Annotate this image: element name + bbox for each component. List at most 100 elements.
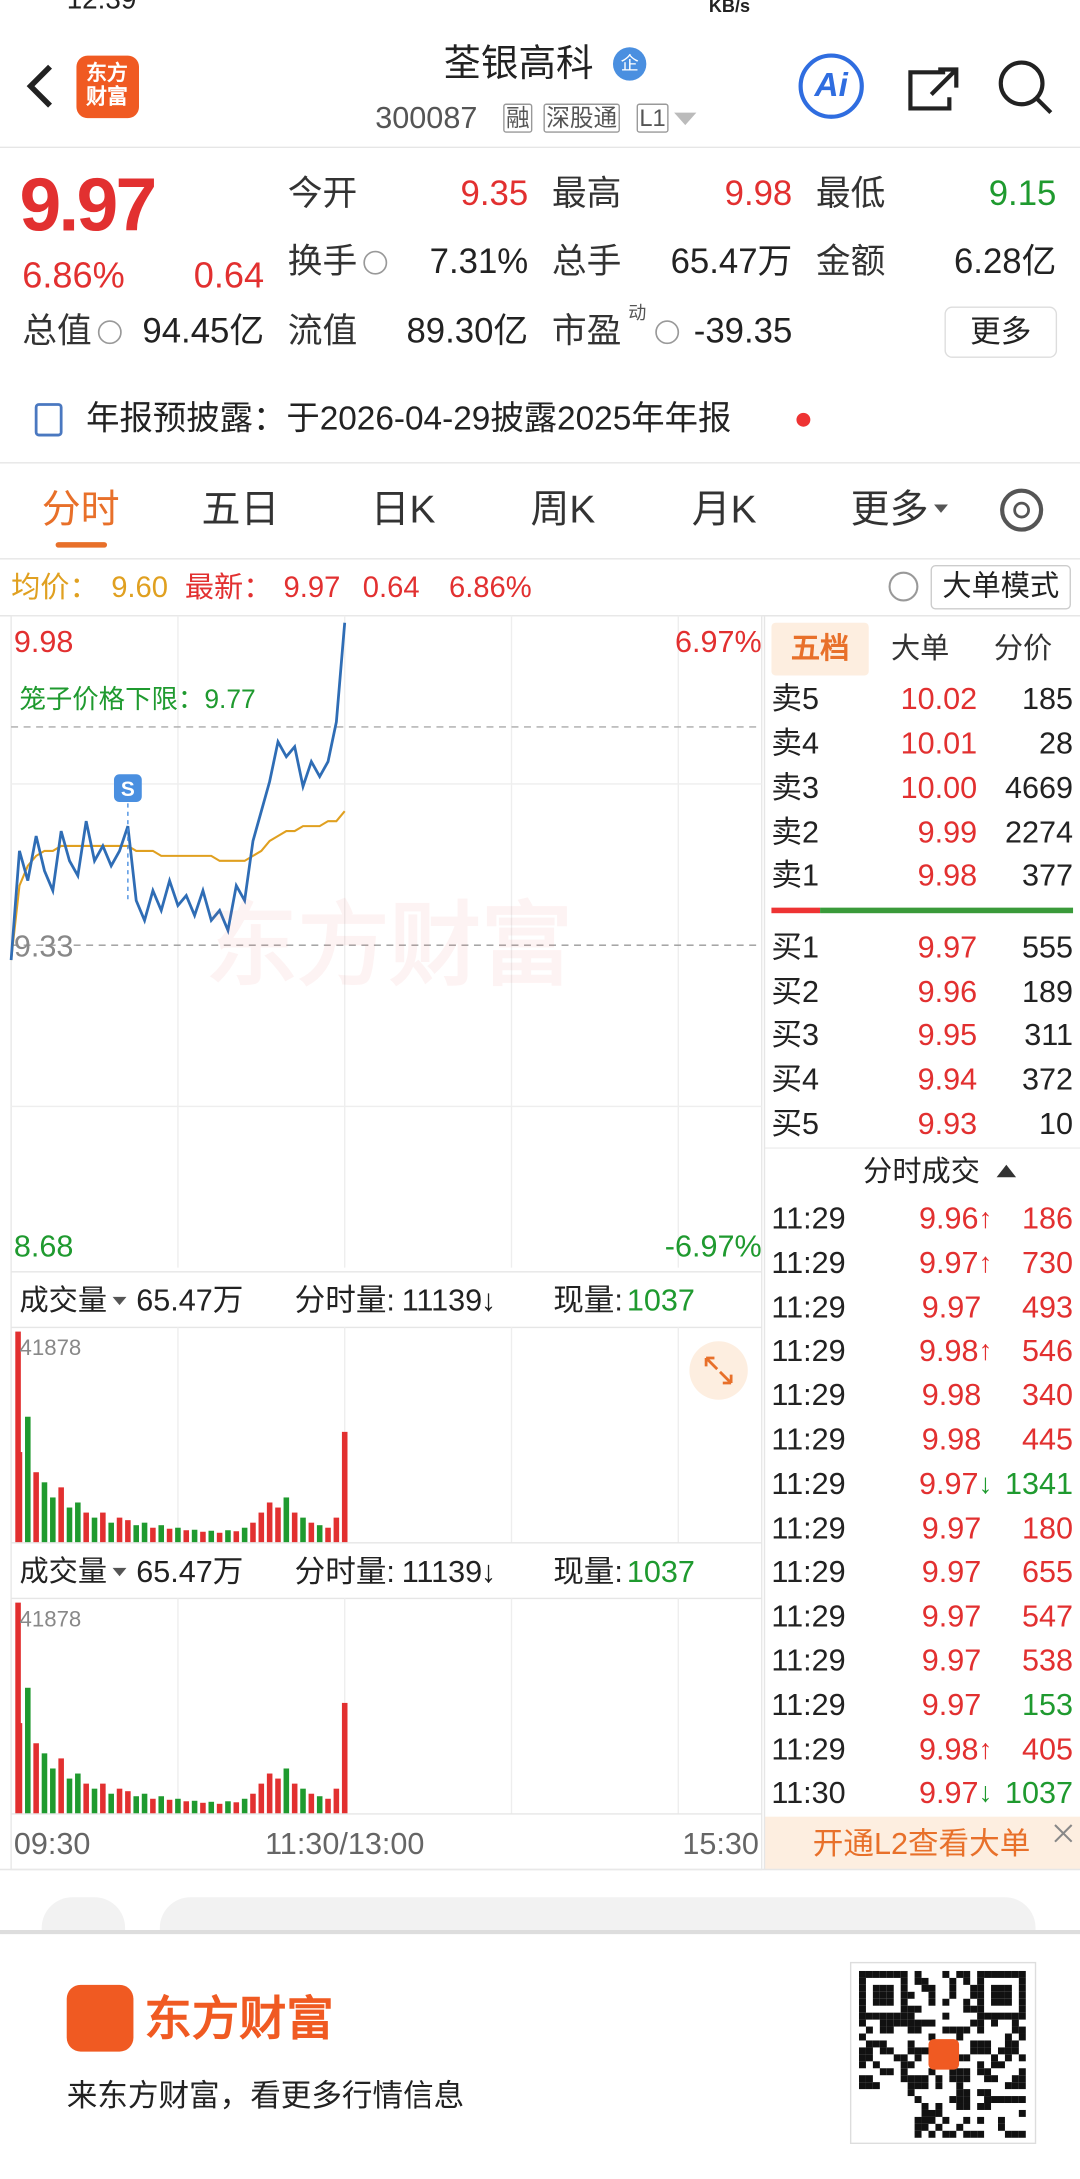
qr-cell: [970, 1984, 978, 1992]
volume-bar: [208, 1801, 215, 1814]
qr-cell: [1004, 2012, 1012, 2020]
avg-label: 均价：: [11, 571, 99, 604]
book-tab[interactable]: 五档: [790, 633, 850, 666]
dropdown-icon[interactable]: [674, 112, 697, 126]
qr-cell: [991, 1970, 998, 1978]
field-label: 最高: [551, 174, 622, 214]
search-icon[interactable]: [998, 60, 1045, 107]
qr-cell: [914, 2130, 922, 2138]
ai-label[interactable]: Ai: [814, 66, 848, 105]
current-volume: 1037: [626, 1282, 695, 1318]
qr-cell: [858, 2061, 866, 2069]
notice[interactable]: 年报预披露：于2026-04-29披露2025年年报: [86, 400, 732, 438]
tab[interactable]: 月K: [691, 487, 757, 531]
volume-bar: [150, 1527, 156, 1543]
expand-icon: [689, 1341, 748, 1400]
qr-cell: [984, 2012, 992, 2020]
volume-bar: [125, 1520, 131, 1543]
qr-cell: [963, 2054, 971, 2062]
volume-bar: [158, 1525, 165, 1543]
qr-cell: [914, 2026, 922, 2034]
tab[interactable]: 五日: [201, 487, 280, 531]
qr-cell: [963, 2130, 971, 2138]
qr-cell: [928, 2109, 936, 2117]
book-label: 卖1: [771, 857, 820, 893]
volume-bar: [225, 1801, 231, 1814]
trades-title[interactable]: 分时成交: [863, 1155, 980, 1188]
qr-cell: [900, 2012, 908, 2020]
qr-cell: [879, 2019, 887, 2027]
volume-bar: [41, 1482, 48, 1543]
volume-bar: [116, 1788, 123, 1814]
volume-bar: [75, 1502, 81, 1543]
avg-value: 9.60: [111, 571, 169, 604]
volume-bar: [266, 1502, 273, 1543]
volume-bar: [308, 1522, 315, 1543]
volume-label[interactable]: 成交量: [19, 1556, 108, 1589]
qr-cell: [997, 2012, 1005, 2020]
qr-cell: [907, 2061, 915, 2069]
book-label: 买3: [771, 1017, 820, 1053]
qr-cell: [879, 2068, 887, 2076]
tab[interactable]: 周K: [530, 487, 596, 531]
volume-bar: [133, 1796, 139, 1814]
tab[interactable]: 更多: [850, 487, 929, 531]
qr-cell: [914, 2075, 922, 2083]
qr-cell: [942, 2116, 950, 2124]
volume-label[interactable]: 成交量: [19, 1285, 108, 1317]
logo-text[interactable]: 东方财富: [86, 61, 128, 109]
volume-bar: [141, 1522, 148, 1543]
trade-price: 9.98: [919, 1731, 979, 1767]
footer-brand: 东方财富: [144, 1993, 334, 2047]
trade-time: 11:29: [771, 1200, 846, 1236]
l2-banner[interactable]: [764, 1816, 1080, 1870]
more-button-label[interactable]: 更多: [970, 314, 1032, 349]
trade-time: 11:29: [771, 1731, 846, 1767]
qr-cell: [907, 2082, 915, 2090]
logo-box[interactable]: [76, 55, 139, 119]
qr-cell: [928, 2130, 936, 2138]
qr-cell: [928, 2033, 936, 2041]
trade-time: 11:30: [771, 1775, 846, 1811]
tab[interactable]: 分时: [41, 487, 120, 531]
minute-volume-arrow: ↓: [480, 1282, 497, 1318]
help-icon[interactable]: [888, 571, 919, 602]
ai-icon[interactable]: [798, 53, 864, 119]
info-icon: [363, 250, 388, 275]
trade-price: 9.96: [919, 1200, 979, 1236]
share-icon[interactable]: [908, 67, 959, 111]
notice-dot: [796, 412, 811, 427]
trade-arrow: ↑: [978, 1336, 993, 1367]
expand-arrows: [704, 1356, 733, 1385]
book-label: 卖2: [771, 814, 820, 850]
field-value: 9.98: [724, 174, 793, 214]
tab[interactable]: 日K: [370, 487, 436, 531]
settings-icon[interactable]: [1000, 488, 1044, 532]
book-price: 9.97: [917, 929, 978, 965]
mode-button[interactable]: [930, 565, 1071, 610]
qr-cell: [963, 2026, 971, 2034]
stock-tag: 深股通: [543, 103, 620, 133]
qr-cell: [865, 2054, 873, 2062]
trade-time: 11:29: [771, 1245, 846, 1280]
qr-cell: [886, 1984, 894, 1992]
back-icon[interactable]: [26, 64, 53, 108]
qr-cell: [1018, 1970, 1026, 1978]
qr-cell: [956, 2082, 964, 2090]
qr-cell: [1018, 2026, 1026, 2034]
trade-time: 11:29: [771, 1687, 846, 1722]
more-button[interactable]: [944, 306, 1058, 358]
qr-cell: [949, 2130, 957, 2138]
trades-caret: [996, 1164, 1017, 1178]
book-tab[interactable]: 分价: [993, 633, 1053, 666]
search-icon-handle: [1035, 97, 1053, 115]
l2-label[interactable]: 开通L2查看大单: [812, 1826, 1031, 1862]
volume-bar: [241, 1798, 248, 1814]
mode-label[interactable]: 大单模式: [942, 570, 1060, 603]
qr-cell: [900, 1991, 908, 1999]
qr-cell: [900, 1998, 908, 2006]
qr-cell: [977, 1984, 985, 1992]
book-price: 9.99: [917, 814, 978, 850]
current-volume-label: 现量:: [553, 1553, 623, 1589]
book-tab[interactable]: 大单: [890, 633, 950, 666]
